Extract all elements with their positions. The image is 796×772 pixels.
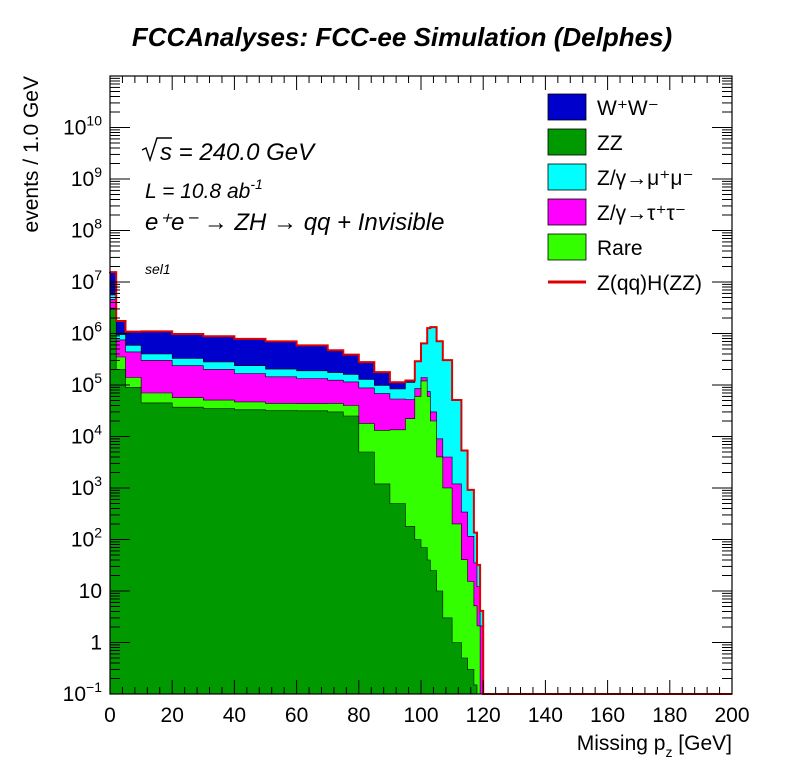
legend-swatch xyxy=(547,128,587,156)
lumi-exp: -1 xyxy=(250,176,262,192)
y-tick-exponent: −1 xyxy=(86,679,102,695)
y-axis-ticks xyxy=(110,77,732,695)
y-axis-label: events / 1.0 GeV xyxy=(20,76,43,232)
y-tick-base: 10 xyxy=(71,271,94,294)
x-axis-label-sub: z xyxy=(665,744,672,760)
legend-label: ZZ xyxy=(597,132,623,155)
y-tick-exponent: 8 xyxy=(94,216,102,232)
legend-swatch xyxy=(547,93,587,121)
x-tick-label: 0 xyxy=(104,704,116,727)
y-tick-base: 10 xyxy=(63,683,86,706)
legend-label: Z/γ→μ⁺μ⁻ xyxy=(597,167,694,190)
x-tick-label: 100 xyxy=(403,704,438,727)
y-tick-label: 107 xyxy=(71,267,102,294)
y-tick-exponent: 6 xyxy=(94,319,102,335)
y-tick-base: 10 xyxy=(71,323,94,346)
legend-label: Z(qq)H(ZZ) xyxy=(597,272,702,295)
legend-label: Rare xyxy=(597,237,643,260)
y-tick-exponent: 4 xyxy=(94,422,102,438)
selection-label: sel1 xyxy=(145,261,171,277)
legend-label: Z/γ→τ⁺τ⁻ xyxy=(597,202,686,225)
y-tick-exponent: 3 xyxy=(94,473,102,489)
x-axis-label-main: Missing p xyxy=(577,732,666,755)
y-tick-label: 103 xyxy=(71,473,102,500)
luminosity-label: L = 10.8 ab-1 xyxy=(145,176,263,203)
y-tick-base: 10 xyxy=(71,374,94,397)
y-tick-label: 109 xyxy=(71,164,102,191)
legend: W⁺W⁻ ZZ Z/γ→μ⁺μ⁻ Z/γ→τ⁺τ⁻ Rare Z(qq)H(ZZ) xyxy=(547,93,702,295)
y-tick-label: 104 xyxy=(71,422,102,449)
y-tick-label: 106 xyxy=(71,319,102,346)
chart-title: FCCAnalyses: FCC-ee Simulation (Delphes) xyxy=(132,22,672,52)
y-tick-exponent: 7 xyxy=(94,267,102,283)
process-label: e⁺e⁻ → ZH → qq + Invisible xyxy=(145,209,444,236)
y-tick-label: 105 xyxy=(71,370,102,397)
y-tick-base: 1 xyxy=(90,632,102,655)
x-tick-label: 180 xyxy=(652,704,687,727)
y-tick-base: 10 xyxy=(63,117,86,140)
x-axis-tick-labels: 0 20 40 60 80 100 120 140 160 180 200 xyxy=(104,704,749,727)
x-tick-label: 140 xyxy=(528,704,563,727)
y-tick-base: 10 xyxy=(71,529,94,552)
x-tick-label: 20 xyxy=(161,704,184,727)
y-tick-label: 1 xyxy=(90,632,102,655)
y-tick-label: 108 xyxy=(71,216,102,243)
y-tick-base: 10 xyxy=(71,168,94,191)
sqrt-symbol xyxy=(141,137,172,163)
area-zz xyxy=(109,308,732,695)
legend-label: W⁺W⁻ xyxy=(597,97,659,120)
y-tick-exponent: 9 xyxy=(94,164,102,180)
stacked-areas xyxy=(109,271,732,695)
x-axis-label-unit: [GeV] xyxy=(678,732,732,755)
y-tick-label: 10 xyxy=(79,580,102,603)
annotations: s = 240.0 GeV L = 10.8 ab-1 e⁺e⁻ → ZH → … xyxy=(141,137,444,277)
x-tick-label: 120 xyxy=(466,704,501,727)
x-tick-label: 80 xyxy=(347,704,370,727)
signal-zqq-hzz-line xyxy=(109,271,732,695)
y-tick-label: 1010 xyxy=(63,113,102,140)
legend-swatch xyxy=(547,233,587,261)
lumi-main: L = 10.8 ab xyxy=(145,180,251,203)
y-tick-exponent: 10 xyxy=(86,113,102,129)
x-tick-label: 40 xyxy=(223,704,246,727)
y-tick-label: 102 xyxy=(71,525,102,552)
legend-swatch xyxy=(547,163,587,191)
x-tick-label: 200 xyxy=(714,704,749,727)
y-tick-exponent: 2 xyxy=(94,525,102,541)
x-tick-label: 160 xyxy=(590,704,625,727)
y-tick-base: 10 xyxy=(71,220,94,243)
signal-line xyxy=(109,271,732,695)
y-tick-base: 10 xyxy=(79,580,102,603)
y-tick-base: 10 xyxy=(71,477,94,500)
y-tick-exponent: 5 xyxy=(94,370,102,386)
y-tick-label: 10−1 xyxy=(63,679,103,706)
x-tick-label: 60 xyxy=(285,704,308,727)
y-tick-base: 10 xyxy=(71,426,94,449)
legend-swatch xyxy=(547,198,587,226)
sqrt-s-label: s = 240.0 GeV xyxy=(160,139,316,166)
x-axis-label: Missing pz [GeV] xyxy=(577,732,732,760)
x-axis-ticks xyxy=(109,76,733,694)
